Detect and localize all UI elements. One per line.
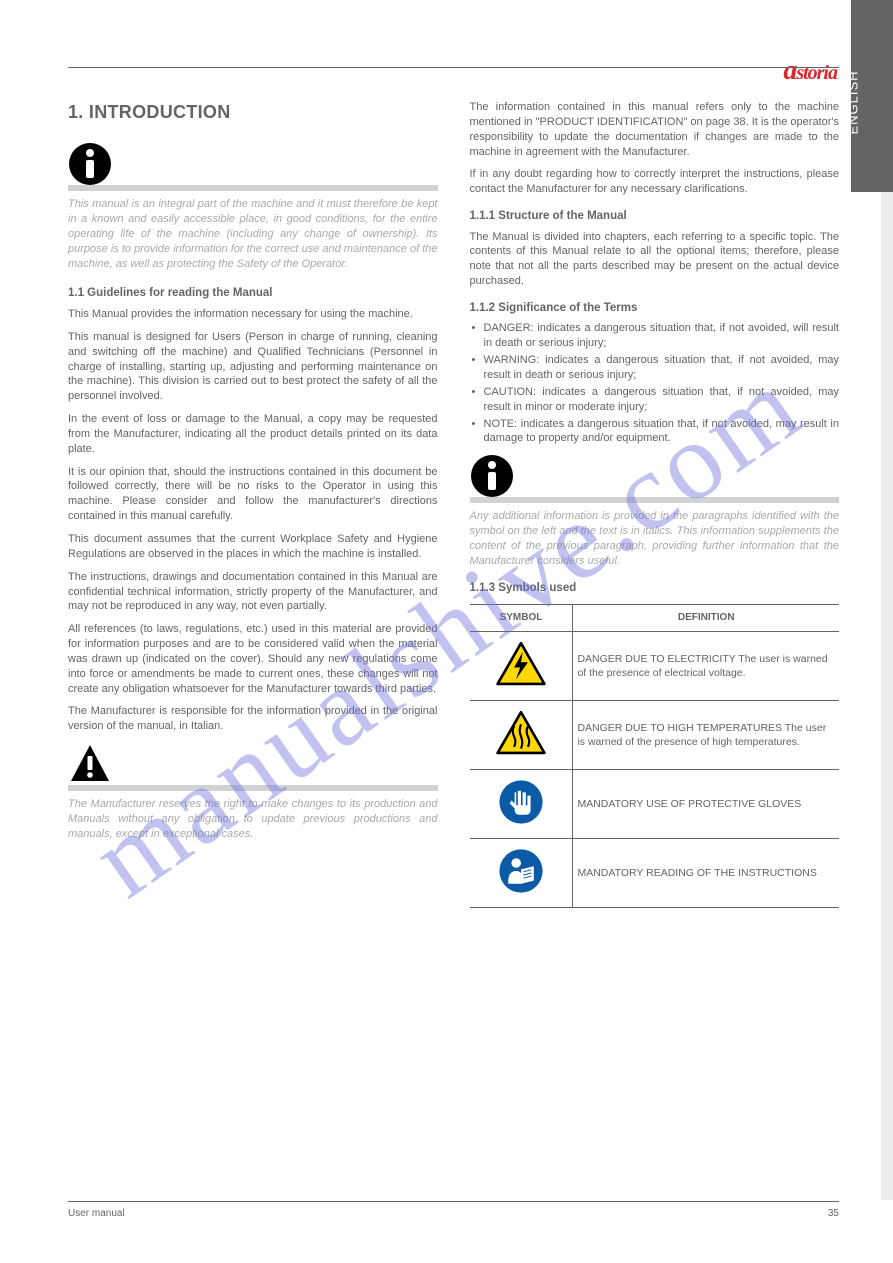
section-1-1-2-heading: 1.1.2 Significance of the Terms [470, 301, 840, 317]
list-item: WARNING: indicates a dangerous situation… [470, 353, 840, 383]
para: If in any doubt regarding how to correct… [470, 167, 840, 197]
chapter-title: 1. INTRODUCTION [68, 100, 438, 124]
info-callout: This manual is an integral part of the m… [68, 142, 438, 271]
info-icon [68, 142, 112, 186]
list-item: DANGER: indicates a dangerous situation … [470, 321, 840, 351]
top-divider [68, 67, 839, 68]
warning-triangle-icon [68, 742, 112, 786]
footer-left-text: User manual [68, 1208, 125, 1219]
list-item: NOTE: indicates a dangerous situation th… [470, 417, 840, 447]
symbol-cell [470, 839, 573, 908]
section-1-1-1-heading: 1.1.1 Structure of the Manual [470, 209, 840, 225]
para: This manual is designed for Users (Perso… [68, 330, 438, 404]
brand-logo: astoria [783, 55, 837, 87]
info-text: Any additional information is provided i… [470, 509, 840, 568]
page-number: 35 [828, 1208, 839, 1219]
para: The Manual is divided into chapters, eac… [470, 230, 840, 289]
para: The instructions, drawings and documenta… [68, 570, 438, 615]
para: The information contained in this manual… [470, 100, 840, 159]
page-content: 1. INTRODUCTION This manual is an integr… [68, 100, 839, 1203]
definition-cell: DANGER DUE TO HIGH TEMPERATURES The user… [573, 700, 839, 769]
info-icon [470, 454, 514, 498]
para: It is our opinion that, should the instr… [68, 465, 438, 524]
right-column: The information contained in this manual… [470, 100, 840, 1203]
hot-surface-icon [495, 709, 547, 757]
electrical-hazard-icon [495, 640, 547, 688]
page-footer: User manual 35 [68, 1201, 839, 1219]
definition-cell: MANDATORY READING OF THE INSTRUCTIONS [573, 839, 839, 908]
terms-list: DANGER: indicates a dangerous situation … [470, 321, 840, 446]
left-column: 1. INTRODUCTION This manual is an integr… [68, 100, 438, 1203]
side-tab-label: ENGLISH [845, 70, 860, 134]
side-tab-light [881, 192, 893, 1200]
brand-logo-text: astoria [783, 62, 837, 84]
symbol-cell [470, 631, 573, 700]
definition-cell: MANDATORY USE OF PROTECTIVE GLOVES [573, 769, 839, 838]
definition-cell: DANGER DUE TO ELECTRICITY The user is wa… [573, 631, 839, 700]
para: All references (to laws, regulations, et… [68, 622, 438, 696]
table-header: SYMBOL [470, 605, 573, 632]
symbol-cell [470, 700, 573, 769]
table-row: MANDATORY USE OF PROTECTIVE GLOVES [470, 769, 840, 838]
table-row: MANDATORY READING OF THE INSTRUCTIONS [470, 839, 840, 908]
info-callout: Any additional information is provided i… [470, 454, 840, 568]
section-1-1-3-heading: 1.1.3 Symbols used [470, 581, 840, 597]
warning-text: The Manufacturer reserves the right to m… [68, 797, 438, 842]
symbols-table: SYMBOL DEFINITION DANGER DUE TO ELECTRIC… [470, 604, 840, 908]
table-header: DEFINITION [573, 605, 839, 632]
para: This Manual provides the information nec… [68, 307, 438, 322]
para: This document assumes that the current W… [68, 532, 438, 562]
gloves-required-icon [495, 778, 547, 826]
table-row: DANGER DUE TO HIGH TEMPERATURES The user… [470, 700, 840, 769]
read-manual-icon [495, 847, 547, 895]
para: The Manufacturer is responsible for the … [68, 704, 438, 734]
para: In the event of loss or damage to the Ma… [68, 412, 438, 457]
table-row: DANGER DUE TO ELECTRICITY The user is wa… [470, 631, 840, 700]
symbol-cell [470, 769, 573, 838]
list-item: CAUTION: indicates a dangerous situation… [470, 385, 840, 415]
info-text: This manual is an integral part of the m… [68, 197, 438, 271]
section-1-1-heading: 1.1 Guidelines for reading the Manual [68, 286, 438, 302]
warning-callout: The Manufacturer reserves the right to m… [68, 742, 438, 842]
